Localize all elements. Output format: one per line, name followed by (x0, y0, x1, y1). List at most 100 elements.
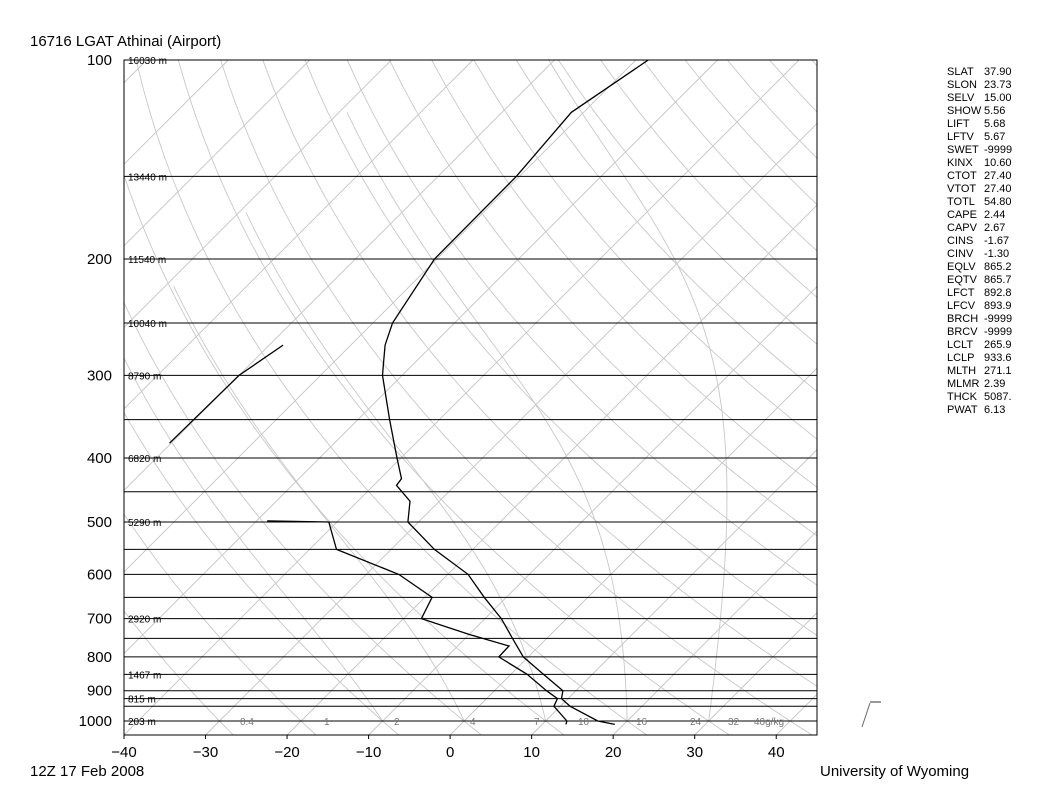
index-value: 5.56 (984, 105, 1006, 117)
index-row: CINV -1.30 (947, 248, 1012, 261)
index-value: -9999 (984, 144, 1013, 156)
index-key: BRCV (947, 326, 978, 338)
dry-adiabat-line (515, 60, 817, 392)
height-label: 6820 m (128, 454, 161, 465)
index-row: CTOT 27.40 (947, 170, 1012, 183)
isotherm-line (124, 60, 555, 492)
index-key: LCLT (947, 339, 974, 351)
dry-adiabat-line (304, 60, 817, 636)
y-tick-label: 200 (87, 251, 112, 268)
x-tick-label: 30 (686, 744, 703, 761)
mixing-ratio-label: 10 (578, 717, 590, 728)
dry-adiabat-line (346, 60, 817, 586)
index-key: SLON (947, 79, 977, 91)
x-tick-labels: −40 −30 −20 −10 0 10 20 30 40 (111, 735, 785, 761)
index-value: 893.9 (984, 300, 1012, 312)
index-key: CINS (947, 235, 974, 247)
dry-adiabat-line (558, 60, 817, 345)
index-row: EQLV 865.2 (947, 261, 1012, 274)
index-value: 265.9 (984, 339, 1012, 351)
dry-adiabat-line (220, 60, 813, 735)
height-label: 203 m (128, 717, 156, 728)
mixing-ratio-label: 2 (394, 717, 400, 728)
height-label: 2920 m (128, 615, 161, 626)
station-title: 16716 LGAT Athinai (Airport) (30, 33, 222, 50)
index-value: 2.67 (984, 222, 1006, 234)
index-value: 37.90 (984, 66, 1012, 78)
index-key: CTOT (947, 170, 977, 182)
x-tick-label: 20 (605, 744, 622, 761)
x-tick-label: −10 (356, 744, 381, 761)
index-value: 865.2 (984, 261, 1012, 273)
index-key: EQLV (947, 261, 976, 273)
index-value: 271.1 (984, 365, 1012, 377)
index-row: TOTL 54.80 (947, 196, 1012, 209)
x-tick-label: −40 (111, 744, 136, 761)
height-label: 8790 m (128, 371, 161, 382)
height-label: 1467 m (128, 670, 161, 681)
height-label: 13440 m (128, 172, 167, 183)
index-row: SWET -9999 (947, 144, 1012, 157)
y-tick-label: 700 (87, 611, 112, 628)
height-labels: 16030 m 13440 m 11540 m 10040 m 8790 m 6820 m… (128, 56, 167, 728)
y-tick-label: 600 (87, 566, 112, 583)
dry-adiabat-line (473, 60, 817, 440)
height-label: 10040 m (128, 319, 167, 330)
index-row: VTOT 27.40 (947, 183, 1012, 196)
index-row: MLTH 271.1 (947, 365, 1012, 378)
dry-adiabat-lines (124, 60, 817, 735)
index-value: 2.39 (984, 378, 1006, 390)
index-key: CAPV (947, 222, 977, 234)
dry-adiabat-line (124, 610, 234, 735)
index-value: 2.44 (984, 209, 1006, 221)
isotherm-line (124, 60, 718, 655)
valid-time: 12Z 17 Feb 2008 (30, 763, 145, 780)
mixing-ratio-labels: 0.4 1 2 4 7 10 16 24 32 40g/kg (240, 717, 784, 728)
index-key: SHOW (947, 105, 982, 117)
mixing-ratio-label: 4 (470, 717, 476, 728)
dry-adiabat-line (124, 411, 399, 735)
mixing-ratio-label: 32 (728, 717, 740, 728)
index-key: MLTH (947, 365, 977, 377)
index-value: 27.40 (984, 183, 1012, 195)
index-key: BRCH (947, 313, 979, 325)
index-value: -1.67 (984, 235, 1010, 247)
index-row: CAPE 2.44 (947, 209, 1012, 222)
moist-adiabat-line (346, 112, 628, 722)
temperature-profile (381, 60, 649, 726)
index-row: MLMR 2.39 (947, 378, 1012, 391)
index-row: LFTV 5.67 (947, 131, 1012, 144)
index-value: -9999 (984, 326, 1013, 338)
index-value: 15.00 (984, 92, 1012, 104)
index-value: 865.7 (984, 274, 1012, 286)
index-row: LFCT 892.8 (947, 287, 1012, 300)
index-key: TOTL (947, 196, 975, 208)
index-key: LFTV (947, 131, 974, 143)
index-row: BRCH -9999 (947, 313, 1012, 326)
index-value: 5087. (984, 391, 1012, 403)
index-key: PWAT (947, 404, 978, 416)
index-row: KINX 10.60 (947, 157, 1012, 170)
isotherm-line (449, 367, 817, 735)
index-key: KINX (947, 157, 973, 169)
isotherm-line (531, 448, 817, 735)
dry-adiabat-line (177, 60, 730, 735)
x-tick-label: −20 (274, 744, 299, 761)
y-tick-label: 800 (87, 649, 112, 666)
isotherm-line (286, 204, 817, 735)
mixing-ratio-label: 1 (324, 717, 330, 728)
index-row: BRCV -9999 (947, 326, 1012, 339)
isotherm-line (124, 60, 800, 735)
y-tick-labels: 100 200 300 400 500 600 700 800 900 1000 (79, 52, 112, 730)
index-row: EQTV 865.7 (947, 274, 1012, 287)
index-value: -1.30 (984, 248, 1010, 260)
y-tick-label: 100 (87, 52, 112, 69)
index-value: 27.40 (984, 170, 1012, 182)
isotherm-line (124, 60, 637, 573)
dewpoint-profile (267, 520, 568, 725)
y-tick-label: 1000 (79, 713, 112, 730)
index-key: VTOT (947, 183, 977, 195)
height-label: 815 m (128, 695, 156, 706)
isotherm-line (612, 530, 817, 735)
